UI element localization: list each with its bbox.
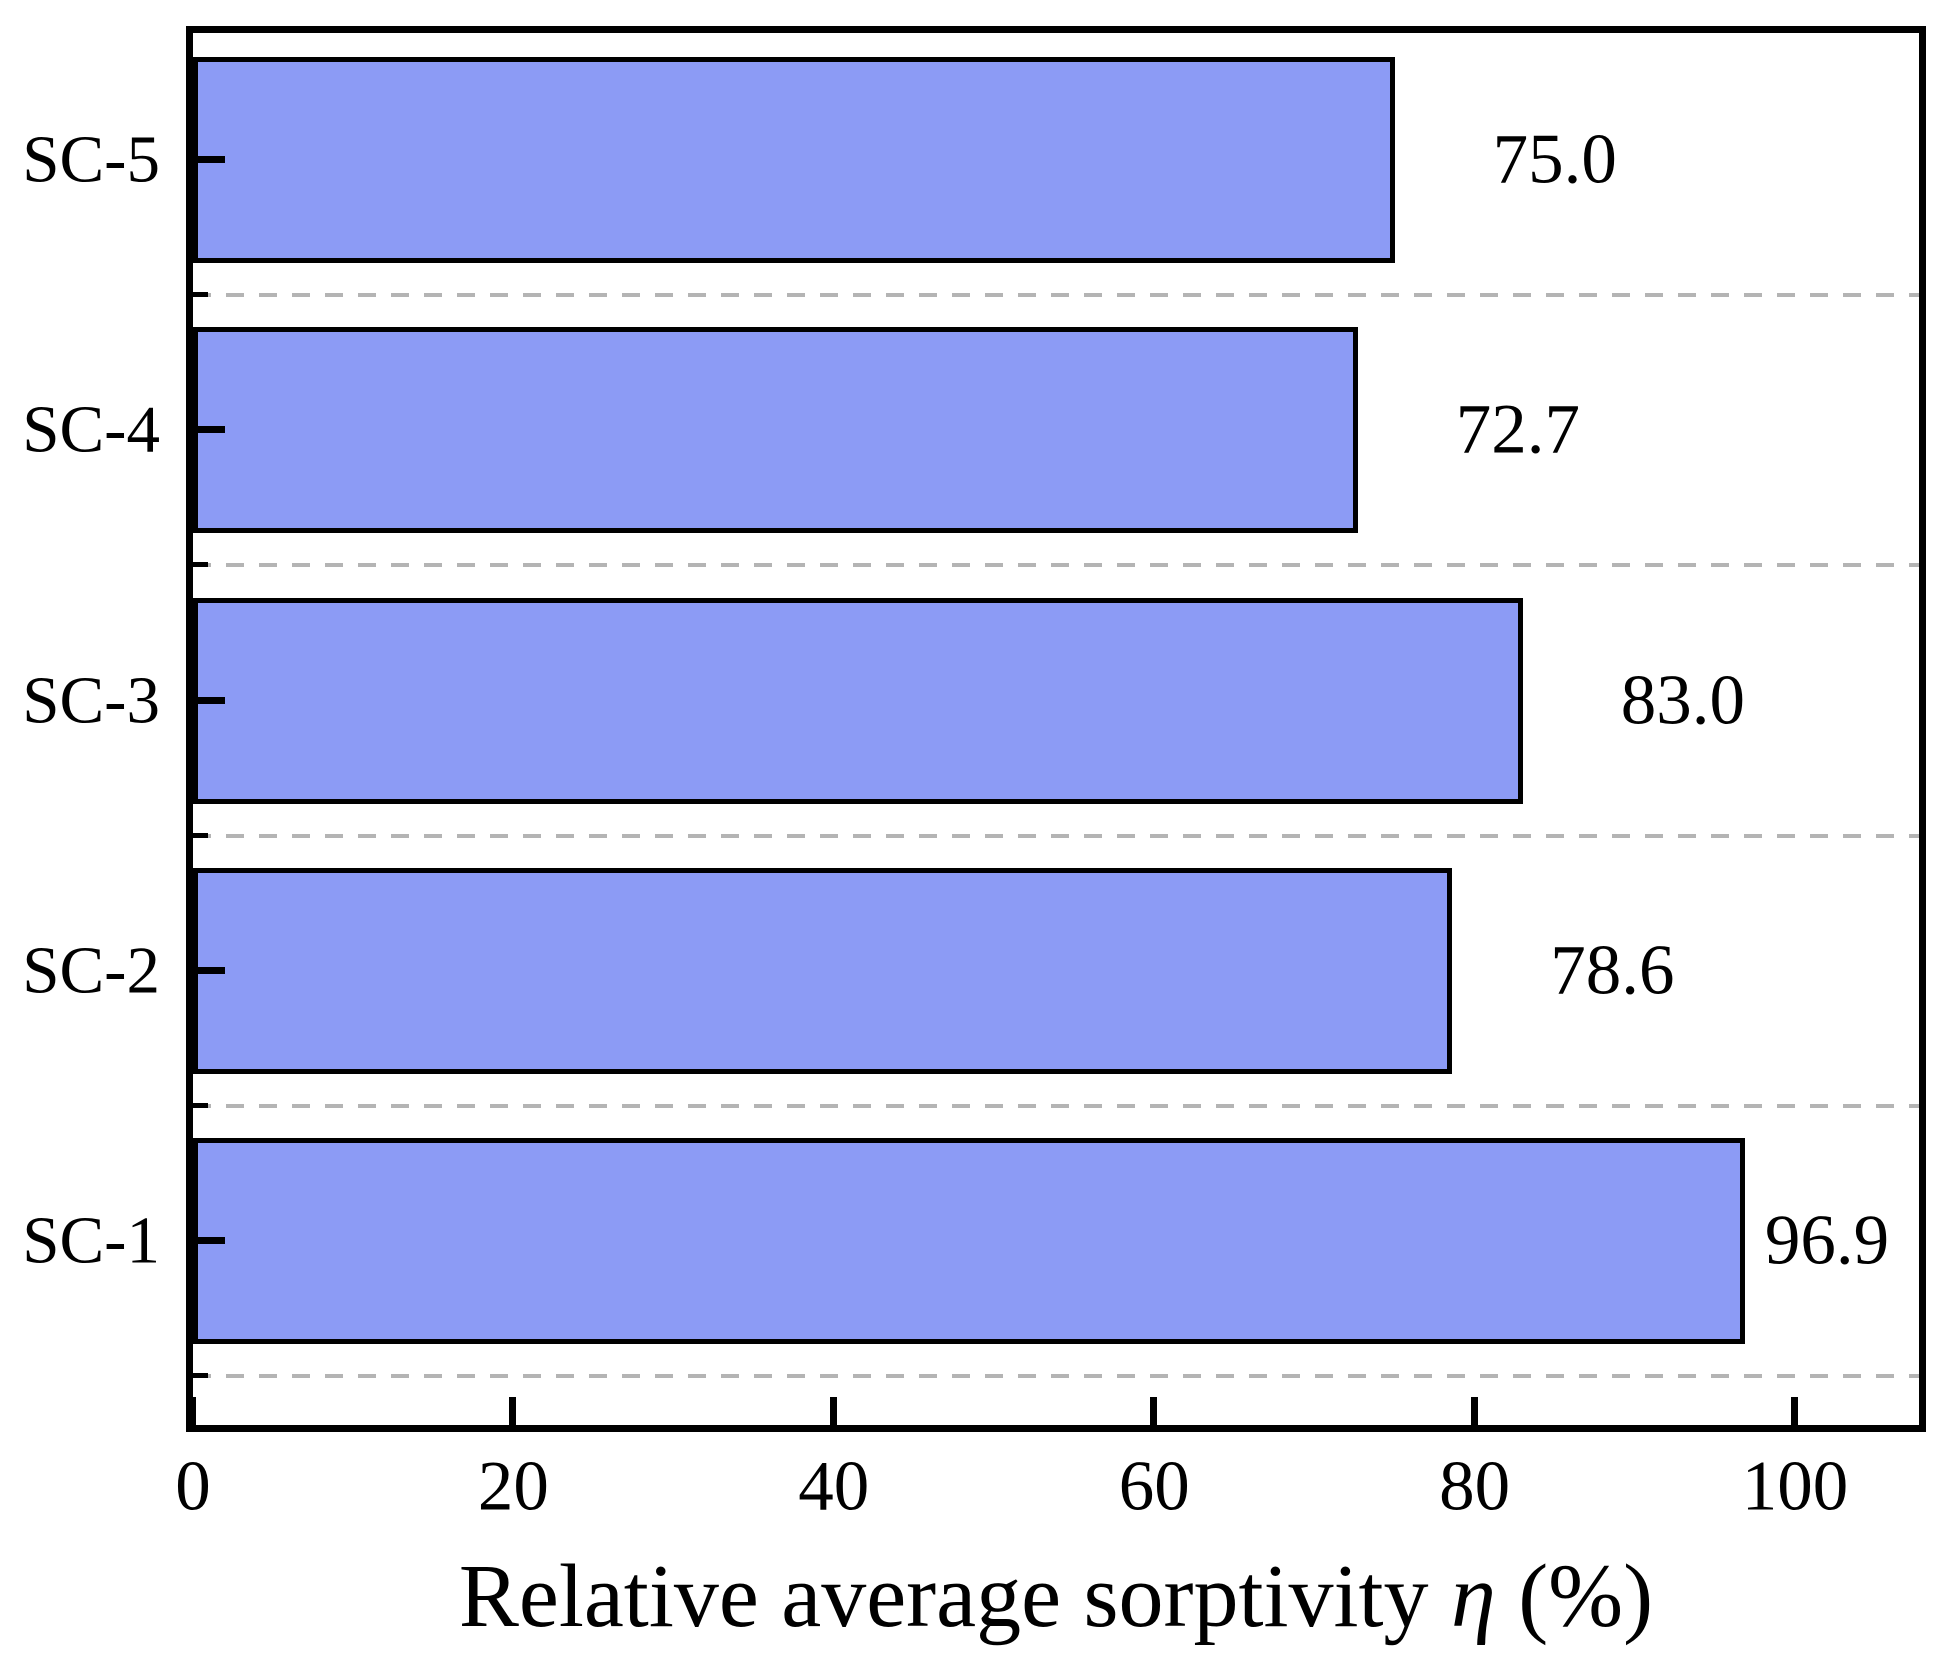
x-tick-80 — [1470, 1397, 1478, 1425]
x-tick-20 — [509, 1397, 517, 1425]
category-label-sc-1: SC-1 — [22, 1203, 160, 1278]
y-major-tick-sc-1 — [193, 1237, 225, 1244]
value-label-sc-2: 78.6 — [1550, 931, 1675, 1010]
x-tick-100 — [1791, 1397, 1798, 1425]
bar-sc-2 — [193, 867, 1453, 1074]
grid-separator-3 — [193, 833, 1919, 838]
y-major-tick-sc-4 — [193, 426, 225, 434]
category-label-sc-5: SC-5 — [22, 122, 160, 197]
x-axis-title: Relative average sorptivity η (%) — [459, 1552, 1653, 1642]
plot-area: 75.0 72.7 83.0 78.6 96.9 — [186, 26, 1926, 1432]
bar-sc-3 — [193, 597, 1523, 804]
bar-sc-5 — [193, 57, 1395, 263]
grid-separator-1 — [193, 293, 1919, 297]
x-tick-label-0: 0 — [175, 1447, 211, 1526]
eta-symbol: η — [1451, 1547, 1496, 1646]
grid-separator-5 — [193, 1374, 1919, 1378]
x-tick-60 — [1150, 1397, 1158, 1425]
x-tick-40 — [829, 1397, 837, 1425]
x-axis-title-unit: (%) — [1495, 1547, 1654, 1646]
y-minor-tick-5 — [193, 1373, 208, 1378]
bar-sc-1 — [193, 1138, 1746, 1344]
x-tick-label-80: 80 — [1439, 1447, 1511, 1526]
x-tick-0 — [189, 1397, 196, 1425]
y-major-tick-sc-5 — [193, 156, 225, 163]
category-label-sc-3: SC-3 — [22, 663, 160, 737]
y-minor-tick-3 — [193, 832, 208, 838]
value-label-sc-1: 96.9 — [1764, 1201, 1890, 1280]
grid-separator-4 — [193, 1103, 1919, 1108]
x-tick-label-100: 100 — [1741, 1447, 1849, 1526]
category-label-sc-4: SC-4 — [22, 392, 160, 467]
grid-separator-2 — [193, 563, 1919, 568]
value-label-sc-4: 72.7 — [1455, 390, 1580, 469]
x-tick-label-40: 40 — [798, 1447, 870, 1526]
y-major-tick-sc-2 — [193, 966, 225, 974]
y-minor-tick-1 — [193, 292, 208, 297]
y-minor-tick-4 — [193, 1102, 208, 1108]
y-minor-tick-2 — [193, 562, 208, 568]
value-label-sc-3: 83.0 — [1620, 661, 1745, 739]
x-tick-label-60: 60 — [1118, 1447, 1190, 1526]
y-major-tick-sc-3 — [193, 696, 225, 704]
bar-sc-4 — [193, 327, 1358, 534]
category-label-sc-2: SC-2 — [22, 933, 160, 1008]
x-axis-title-text: Relative average sorptivity — [458, 1547, 1452, 1646]
value-label-sc-5: 75.0 — [1492, 120, 1617, 199]
x-tick-label-20: 20 — [477, 1447, 549, 1526]
